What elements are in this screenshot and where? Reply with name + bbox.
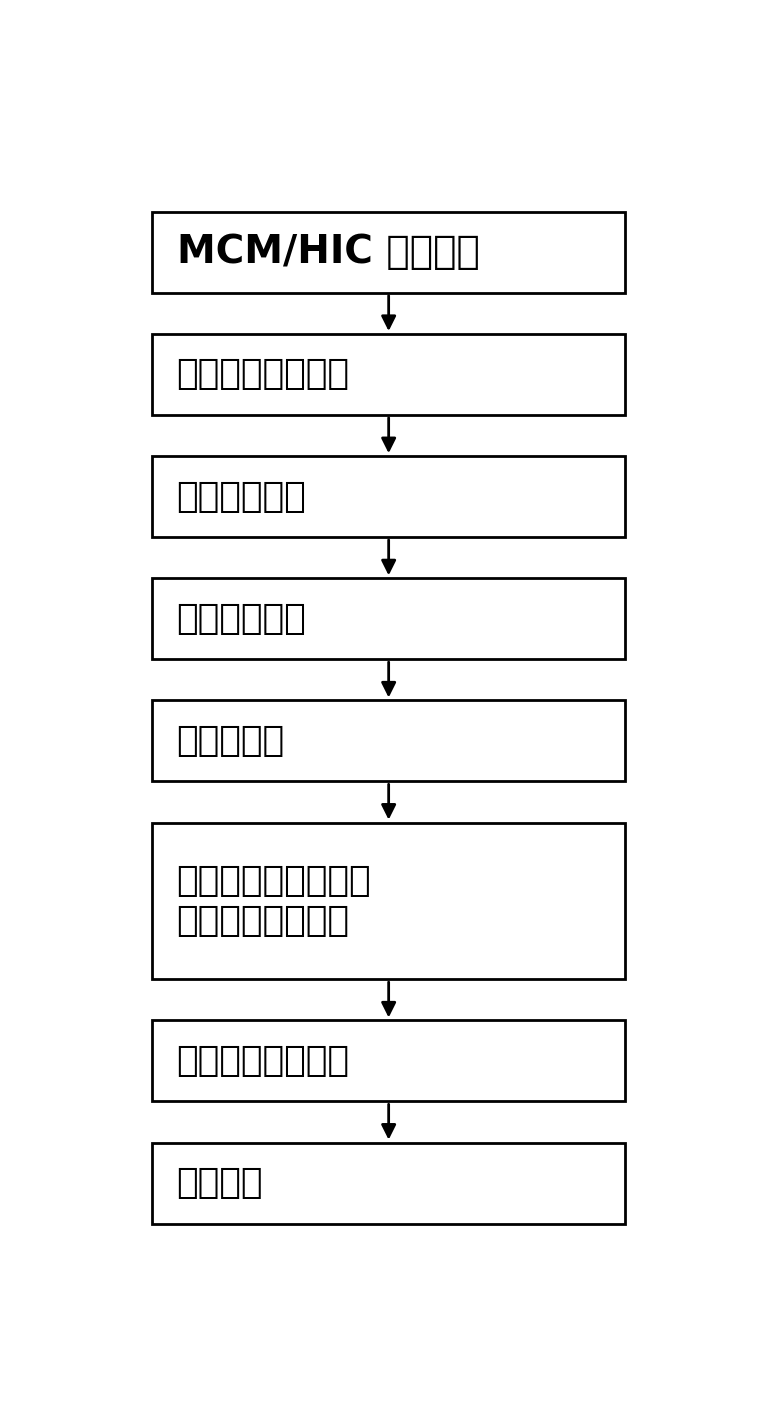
Bar bbox=[152, 701, 625, 782]
Text: 样品的抽样和处置: 样品的抽样和处置 bbox=[177, 358, 350, 392]
Text: 退火试验: 退火试验 bbox=[177, 1167, 263, 1200]
Bar bbox=[152, 334, 625, 416]
Text: 整体电路辐照试验: 整体电路辐照试验 bbox=[177, 1045, 350, 1078]
Text: 剂量率的选择: 剂量率的选择 bbox=[177, 480, 307, 514]
Bar bbox=[152, 1021, 625, 1102]
Text: 电性能测试: 电性能测试 bbox=[177, 724, 285, 758]
Bar bbox=[152, 823, 625, 980]
Bar bbox=[152, 456, 625, 538]
Text: 辐射偏置设置: 辐射偏置设置 bbox=[177, 602, 307, 636]
Bar bbox=[152, 578, 625, 660]
Bar bbox=[152, 1143, 625, 1224]
Text: 针对一个或多个敏感
元器件的辐照试验: 针对一个或多个敏感 元器件的辐照试验 bbox=[177, 865, 371, 938]
Text: MCM/HIC 电路分析: MCM/HIC 电路分析 bbox=[177, 233, 479, 271]
Bar bbox=[152, 212, 625, 293]
